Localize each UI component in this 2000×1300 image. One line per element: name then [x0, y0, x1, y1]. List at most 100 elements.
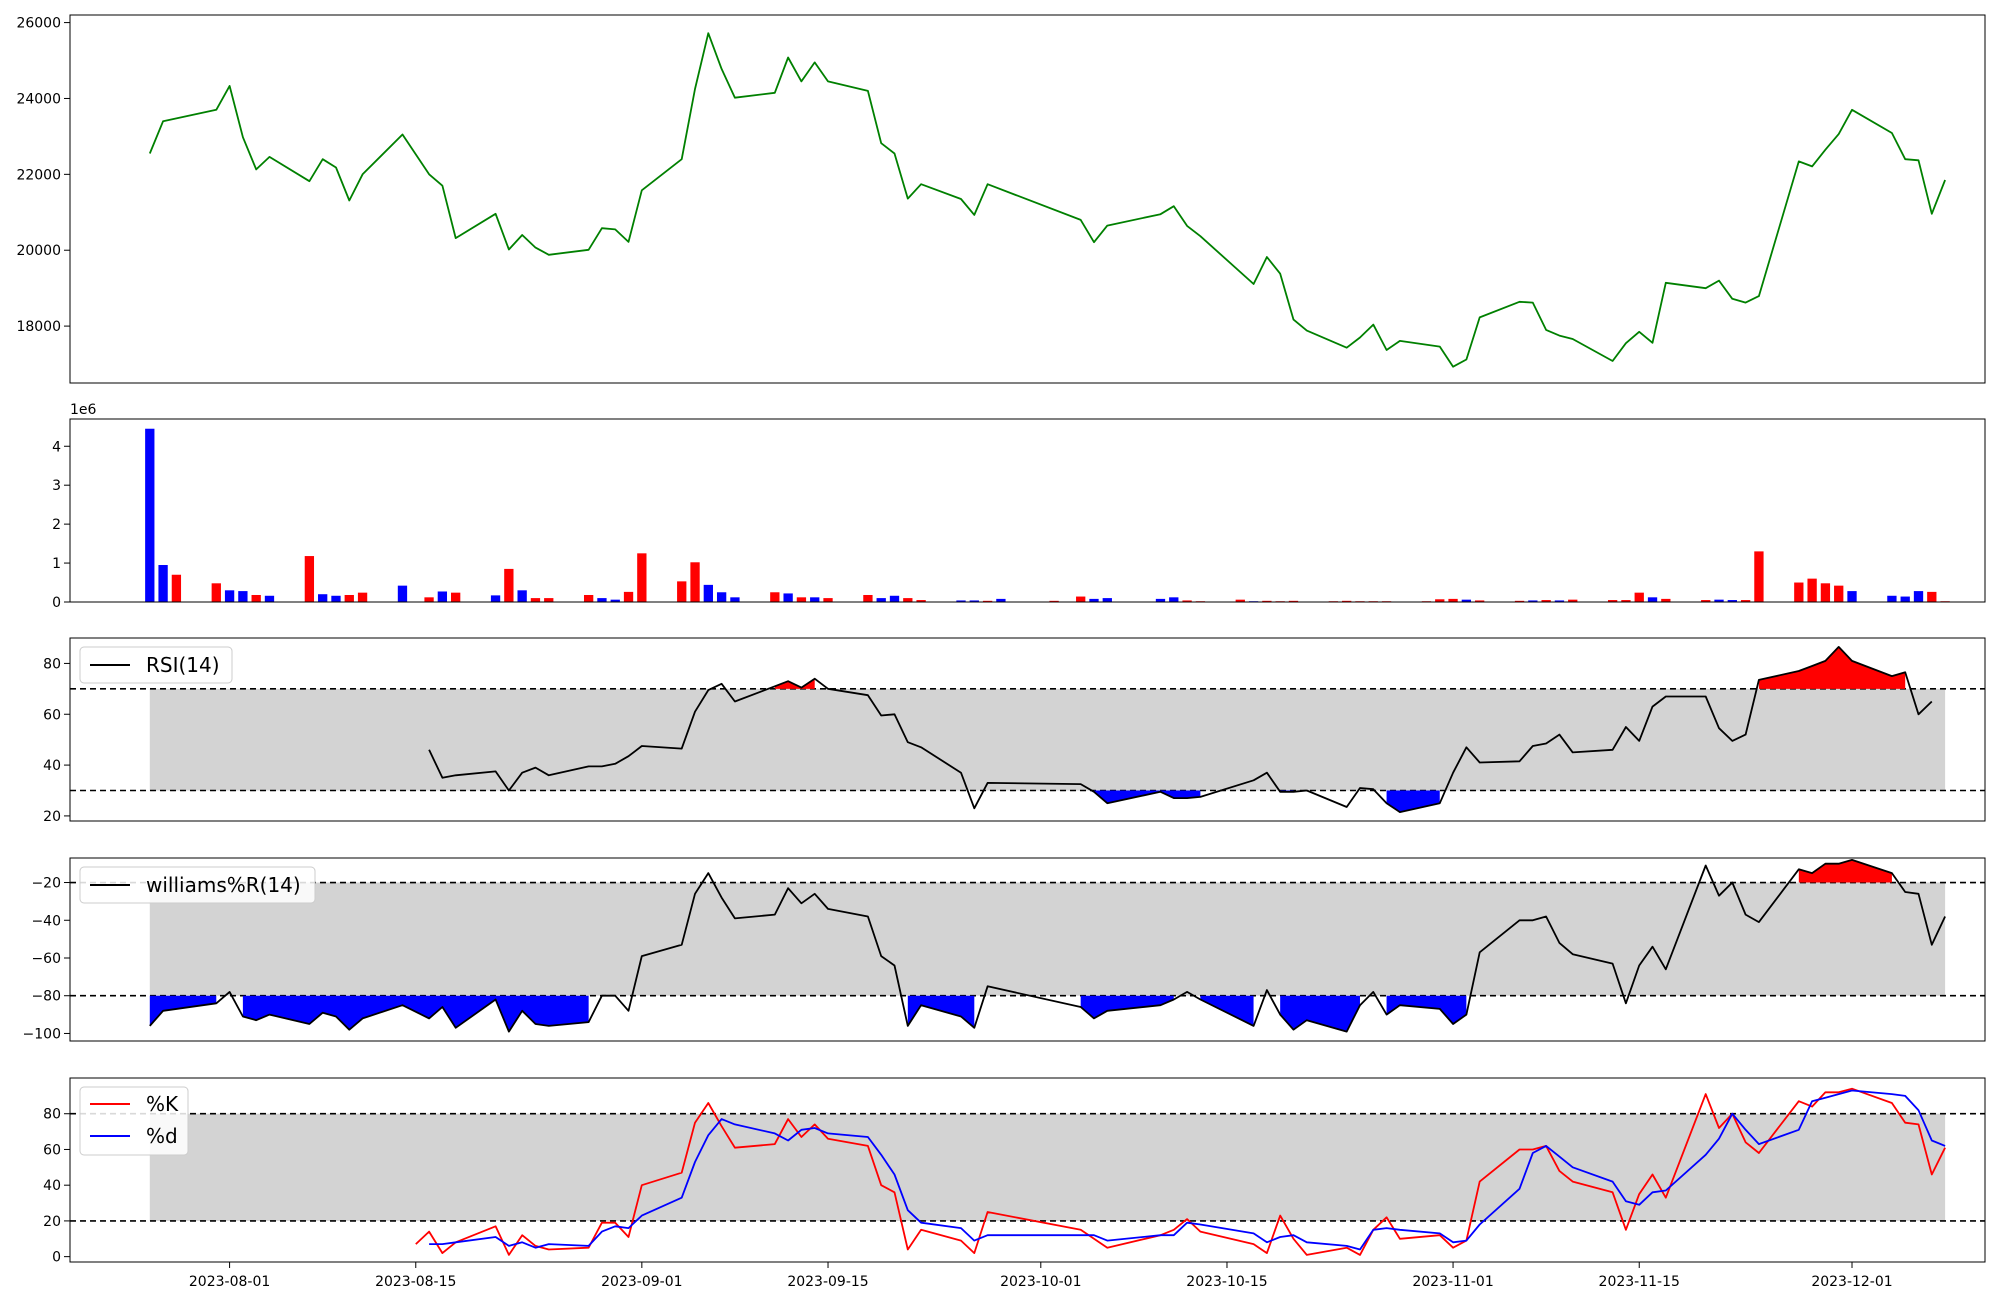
volume-bar: [903, 598, 913, 602]
rsi-axes-frame: [69, 637, 1986, 822]
y-tick-label: −20: [31, 876, 61, 892]
volume-axes-frame: [69, 418, 1986, 603]
volume-bar: [1807, 578, 1817, 602]
y-tick-label: 26000: [16, 16, 61, 32]
williams-series-line-0: [149, 859, 1946, 1033]
y-tick-label: 60: [43, 1142, 61, 1158]
volume-bar: [1727, 600, 1737, 602]
volume-bar: [1474, 600, 1485, 602]
volume-bar: [583, 594, 594, 602]
volume-bar: [304, 556, 315, 602]
volume-bar: [1607, 600, 1618, 602]
d-legend-label: %d: [146, 1124, 178, 1148]
volume-bar: [982, 600, 993, 602]
y-tick-label: 2: [52, 517, 61, 533]
volume-bar: [1634, 592, 1644, 602]
volume-bar: [424, 597, 434, 602]
volume-bar: [597, 598, 607, 602]
volume-bar: [956, 600, 966, 602]
rsi-legend-box: [79, 646, 233, 684]
y-tick-label: −40: [31, 913, 61, 929]
volume-bar: [344, 594, 354, 602]
x-tick-label: 2023-08-15: [375, 1274, 456, 1290]
y-tick-label: 20: [43, 809, 61, 825]
oversold-fill: [242, 995, 589, 1032]
oversold-fill: [1280, 995, 1360, 1032]
volume-bar: [916, 600, 926, 602]
x-tick-label: 2023-10-01: [1000, 1274, 1081, 1290]
oversold-fill: [1080, 995, 1174, 1019]
volume-bar: [1900, 596, 1910, 602]
y-tick-label: 20000: [16, 243, 61, 259]
volume-bar: [1714, 599, 1724, 602]
y-tick-label: −60: [31, 951, 61, 967]
y-tick-label: 24000: [16, 91, 61, 107]
volume-bar: [1155, 598, 1166, 602]
x-tick-label: 2023-09-15: [787, 1274, 868, 1290]
volume-bar: [1834, 585, 1844, 602]
rsi-legend: RSI(14): [79, 646, 233, 684]
y-tick-label: 1: [52, 556, 61, 572]
volume-bar: [1262, 600, 1272, 602]
stochastic-series-line-0: [415, 1087, 1946, 1256]
stochastic-legend: %K %d: [79, 1086, 189, 1156]
volume-bar: [823, 598, 833, 602]
volume-bar: [171, 574, 182, 602]
x-tick-label: 2023-09-01: [601, 1274, 682, 1290]
volume-bar: [1235, 599, 1245, 602]
volume-bar: [490, 595, 501, 602]
y-tick-label: 0: [52, 1250, 61, 1266]
volume-bar: [1541, 600, 1551, 602]
volume-bar: [145, 428, 155, 602]
volume-bar: [238, 591, 248, 602]
x-tick-label: 2023-11-15: [1599, 1274, 1680, 1290]
volume-bar: [863, 594, 873, 602]
y-tick-label: 0: [52, 595, 61, 611]
volume-bar: [690, 562, 700, 602]
volume-bar: [544, 598, 554, 602]
rsi-panel: 20 40 60 80 RSI(14): [43, 637, 1986, 825]
volume-bar: [504, 568, 514, 602]
neutral-band: [149, 688, 1946, 791]
x-tick-label: 2023-11-01: [1412, 1274, 1493, 1290]
volume-bar: [1288, 600, 1299, 602]
volume-bar: [251, 594, 261, 602]
price-y-ticks: 18000 20000 22000 24000 26000: [16, 16, 70, 335]
volume-bar: [1568, 599, 1578, 602]
y-tick-label: 18000: [16, 319, 61, 335]
volume-bar: [996, 598, 1006, 602]
volume-bar: [1089, 598, 1099, 602]
volume-bar: [796, 597, 807, 602]
rsi-series-line-0: [428, 646, 1933, 813]
volume-bar: [770, 592, 780, 602]
y-tick-label: 3: [52, 478, 61, 494]
y-tick-label: 60: [43, 707, 61, 723]
volume-bar: [1621, 600, 1631, 602]
volume-bar: [1169, 597, 1179, 602]
volume-panel: 0 1 2 3 4 1e6: [52, 402, 1986, 611]
volume-bar: [1342, 600, 1352, 602]
stochastic-x-ticks: 2023-08-01 2023-08-15 2023-09-01 2023-09-15…: [189, 1262, 1893, 1290]
stochastic-panel: 0 20 40 60 80 2023-08-01 2023-08-15 2023-09-01…: [43, 1077, 1986, 1290]
volume-bar: [1661, 598, 1671, 602]
volume-bar: [1554, 600, 1565, 602]
y-tick-label: 40: [43, 1178, 61, 1194]
volume-y-ticks: 0 1 2 3 4: [52, 439, 70, 611]
volume-bar: [1701, 600, 1711, 602]
volume-bar: [1820, 583, 1831, 602]
x-tick-label: 2023-10-15: [1186, 1274, 1267, 1290]
volume-bar: [1102, 598, 1112, 602]
volume-bar: [211, 583, 221, 602]
williams-panel: −100 −80 −60 −40 −20 williams%R(14): [23, 857, 1986, 1042]
volume-bar: [716, 592, 727, 602]
volume-bar: [889, 595, 900, 602]
volume-bar: [703, 584, 713, 602]
volume-bar: [1754, 551, 1764, 602]
volume-bars-layer: [145, 428, 1950, 602]
volume-bar: [224, 590, 235, 602]
volume-bar: [1927, 591, 1937, 602]
overbought-fill: [1758, 646, 1906, 689]
volume-bar: [517, 590, 527, 602]
volume-bar: [810, 597, 820, 602]
